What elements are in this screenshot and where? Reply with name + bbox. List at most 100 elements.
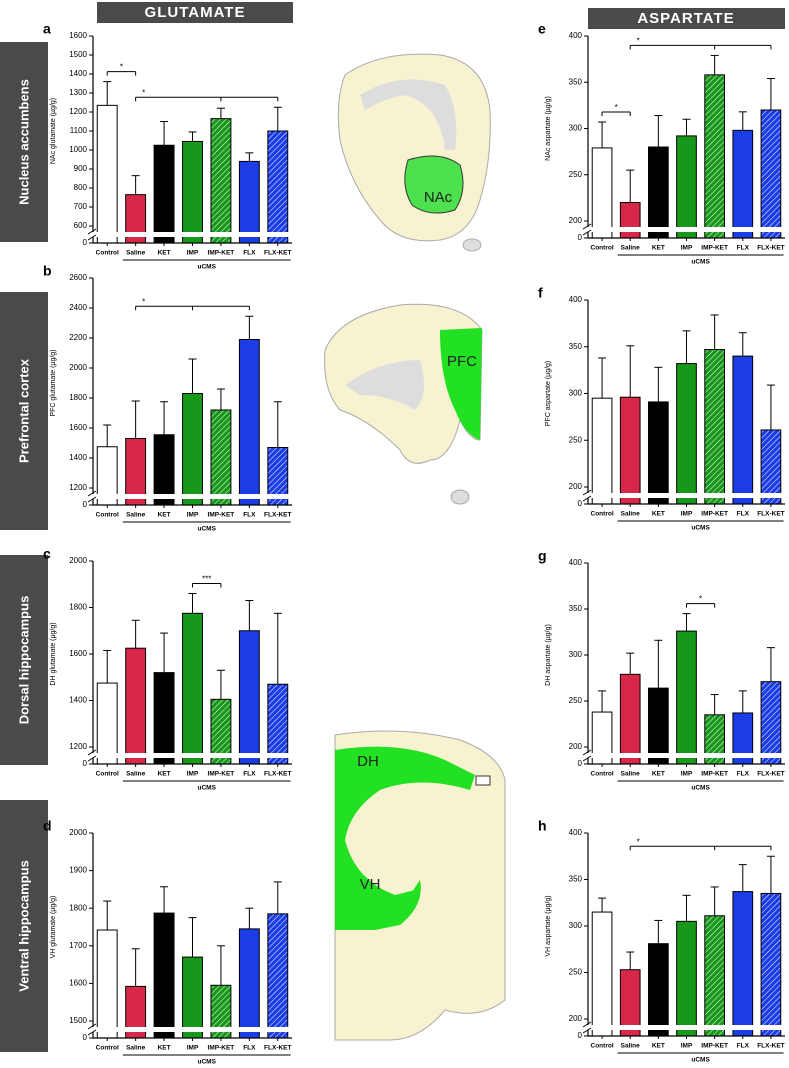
axis-break [85, 232, 292, 237]
break-mark [582, 223, 592, 230]
y-tick-label: 300 [569, 650, 583, 659]
group-label: uCMS [198, 1059, 217, 1066]
break-mark [87, 1023, 97, 1030]
region-label: NAc [424, 189, 453, 206]
y-tick-label: 1600 [69, 423, 87, 432]
panel-letter: f [538, 285, 543, 301]
y-tick-label: 1200 [69, 483, 87, 492]
y-tick-label: 300 [569, 124, 583, 133]
y-tick-label: 0 [578, 759, 583, 768]
y-tick-label: 350 [569, 604, 583, 613]
group-label: uCMS [691, 1057, 710, 1064]
x-tick-label: IMP [187, 1045, 199, 1052]
x-tick-label: KET [652, 771, 665, 778]
x-tick-label: KET [652, 245, 665, 252]
row-label: Dorsal hippocampus [16, 596, 31, 725]
y-tick-label: 900 [74, 164, 88, 173]
y-tick-label: 400 [569, 31, 583, 40]
bar [760, 109, 782, 239]
break-mark [87, 490, 97, 497]
panel-letter: g [538, 548, 547, 564]
y-tick-label: 600 [74, 221, 88, 230]
x-tick-label: FLX-KET [757, 511, 784, 518]
x-tick-label: Saline [621, 245, 641, 252]
x-tick-label: FLX-KET [757, 1043, 784, 1050]
x-tick-label: IMP-KET [701, 511, 728, 518]
bar [182, 140, 203, 244]
y-tick-label: 300 [569, 389, 583, 398]
row-box [0, 555, 48, 765]
x-tick-label: Control [96, 512, 119, 519]
y-tick-label: 350 [569, 77, 583, 86]
y-tick-label: 200 [569, 216, 583, 225]
bar [760, 892, 782, 1037]
x-tick-label: IMP [187, 771, 199, 778]
y-tick-label: 0 [83, 1033, 88, 1042]
panel-letter: b [43, 263, 52, 279]
y-tick-label: 200 [569, 742, 583, 751]
x-tick-label: Saline [126, 771, 146, 778]
row-label: Ventral hippocampus [16, 860, 31, 991]
x-tick-label: IMP [681, 245, 693, 252]
bar [238, 160, 260, 244]
y-tick-label: 250 [569, 696, 583, 705]
panel-letter: a [43, 21, 51, 37]
x-tick-label: Control [591, 245, 614, 252]
header: ASPARTATE [637, 10, 734, 27]
x-tick-label: IMP-KET [701, 1043, 728, 1050]
y-tick-label: 1500 [69, 1016, 87, 1025]
x-tick-label: IMP [187, 250, 199, 257]
x-tick-label: IMP-KET [701, 245, 728, 252]
y-tick-label: 1600 [69, 31, 87, 40]
row-box [0, 42, 48, 242]
break-mark [582, 749, 592, 756]
panel-letter: c [43, 546, 51, 562]
y-tick-label: 1800 [69, 603, 87, 612]
region-label: PFC [447, 353, 477, 370]
significance-label: * [615, 103, 618, 112]
bar [591, 911, 613, 1037]
bar [648, 146, 669, 239]
y-tick-label: 400 [569, 295, 583, 304]
brain-hippocampus: DH VH [334, 730, 506, 1041]
y-tick-label: 1500 [69, 50, 87, 59]
x-tick-label: KET [158, 250, 171, 257]
significance-label: * [120, 63, 123, 72]
x-tick-label: KET [158, 771, 171, 778]
group-label: uCMS [198, 264, 217, 271]
x-tick-label: IMP-KET [208, 512, 235, 519]
header-box [97, 2, 293, 23]
y-tick-label: 1700 [69, 941, 87, 950]
x-tick-label: IMP [187, 512, 199, 519]
y-tick-label: 1800 [69, 393, 87, 402]
bar [676, 135, 697, 239]
break-mark [87, 496, 97, 503]
axis-break [580, 227, 785, 232]
axis-break [85, 1027, 292, 1032]
y-tick-label: 2400 [69, 303, 87, 312]
bar [732, 355, 754, 505]
x-tick-label: FLX [243, 771, 256, 778]
x-tick-label: Control [96, 771, 119, 778]
y-tick-label: 1300 [69, 88, 87, 97]
break-mark [87, 749, 97, 756]
bar [760, 681, 782, 765]
x-tick-label: IMP [681, 771, 693, 778]
y-tick-label: 300 [569, 921, 583, 930]
bar [182, 956, 203, 1039]
bar [676, 630, 697, 765]
y-axis-label: PFC aspartate (µg/g) [545, 361, 552, 427]
x-tick-label: Control [591, 771, 614, 778]
x-tick-label: FLX-KET [264, 771, 291, 778]
break-mark [87, 228, 97, 235]
bar [210, 409, 232, 506]
x-tick-label: KET [158, 1045, 171, 1052]
y-tick-label: 350 [569, 875, 583, 884]
axis-break [85, 753, 292, 758]
group-label: uCMS [198, 785, 217, 792]
y-tick-label: 0 [83, 238, 88, 247]
x-tick-label: Saline [126, 1045, 146, 1052]
break-mark [87, 1029, 97, 1036]
significance-label: * [142, 88, 145, 97]
